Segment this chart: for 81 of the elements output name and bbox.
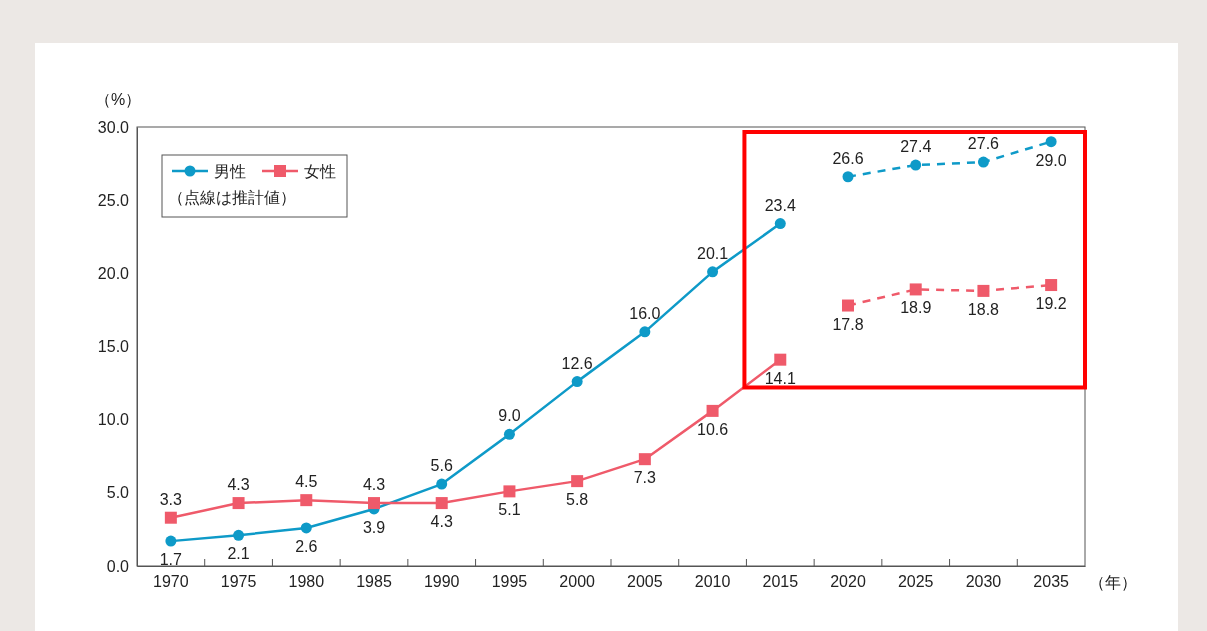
x-axis-title: （年）: [1089, 574, 1137, 591]
point: [842, 299, 854, 312]
data-label: 5.6: [430, 457, 453, 475]
point: [910, 159, 922, 171]
x-tick-label: 1990: [423, 573, 460, 591]
x-tick-label: 1995: [491, 573, 528, 591]
data-label: 4.3: [430, 513, 453, 531]
data-label: 4.3: [227, 476, 250, 494]
legend-label: 女性: [304, 163, 336, 180]
data-label: 4.5: [295, 473, 318, 491]
data-label: 12.6: [561, 354, 593, 372]
x-tick-label: 2000: [559, 573, 596, 591]
x-tick-label: 2015: [762, 573, 799, 591]
point: [503, 428, 515, 440]
point: [707, 266, 719, 278]
data-label: 20.1: [697, 244, 729, 262]
legend-label: 男性: [214, 163, 246, 180]
x-tick-label: 2020: [830, 573, 866, 591]
point: [503, 485, 516, 498]
data-label: 7.3: [633, 469, 657, 487]
data-label: 27.6: [967, 135, 1000, 153]
y-axis-title: （%）: [95, 91, 142, 108]
data-label: 10.6: [697, 420, 729, 438]
point: [774, 218, 786, 230]
point: [164, 511, 177, 524]
point: [1045, 136, 1057, 148]
x-tick-label: 1970: [153, 573, 189, 591]
data-label: 26.6: [832, 149, 864, 167]
data-label: 5.1: [498, 501, 521, 519]
x-tick-label: 2025: [897, 573, 934, 591]
y-tick-label: 20.0: [97, 264, 130, 282]
point: [571, 376, 583, 388]
data-label: 18.8: [967, 300, 1000, 318]
point: [571, 475, 584, 488]
x-tick-label: 1985: [356, 573, 392, 591]
x-tick-label: 2035: [1033, 573, 1070, 591]
data-label: 19.2: [1035, 295, 1067, 313]
point: [842, 171, 854, 183]
y-tick-label: 15.0: [97, 338, 130, 356]
data-label: 3.9: [362, 518, 386, 536]
point: [977, 156, 989, 168]
data-label: 3.3: [159, 490, 183, 508]
point: [639, 326, 651, 338]
x-tick-label: 1975: [220, 573, 257, 591]
x-tick-label: 2010: [694, 573, 731, 591]
y-tick-label: 10.0: [97, 411, 130, 429]
point: [638, 453, 651, 466]
data-label: 17.8: [832, 315, 864, 333]
data-label: 4.3: [362, 476, 386, 494]
data-label: 16.0: [629, 304, 661, 322]
point: [233, 529, 245, 541]
point: [909, 283, 922, 296]
data-label: 27.4: [900, 138, 932, 156]
x-tick-label: 2005: [627, 573, 663, 591]
x-tick-label: 1980: [288, 573, 325, 591]
data-label: 2.1: [227, 545, 250, 563]
point: [436, 478, 448, 490]
data-label: 9.0: [498, 407, 521, 425]
point: [300, 522, 312, 534]
y-tick-label: 30.0: [97, 118, 130, 136]
point: [368, 497, 380, 510]
data-label: 29.0: [1035, 151, 1067, 169]
point: [774, 353, 787, 366]
data-label: 18.9: [900, 299, 932, 317]
point: [232, 497, 245, 510]
point: [706, 404, 719, 417]
point: [435, 497, 448, 510]
point: [300, 494, 313, 507]
data-label: 2.6: [295, 537, 318, 555]
y-tick-label: 0.0: [106, 557, 130, 575]
y-tick-label: 5.0: [106, 484, 130, 502]
data-label: 5.8: [566, 491, 589, 509]
data-label: 23.4: [764, 196, 796, 214]
x-tick-label: 2030: [965, 573, 1002, 591]
point: [977, 284, 990, 297]
data-label: 1.7: [159, 551, 183, 569]
annotation: （点線は推計値）: [168, 189, 296, 206]
data-label: 14.1: [764, 369, 796, 387]
point: [1045, 279, 1058, 292]
y-tick-label: 25.0: [97, 191, 130, 209]
point: [165, 535, 177, 547]
